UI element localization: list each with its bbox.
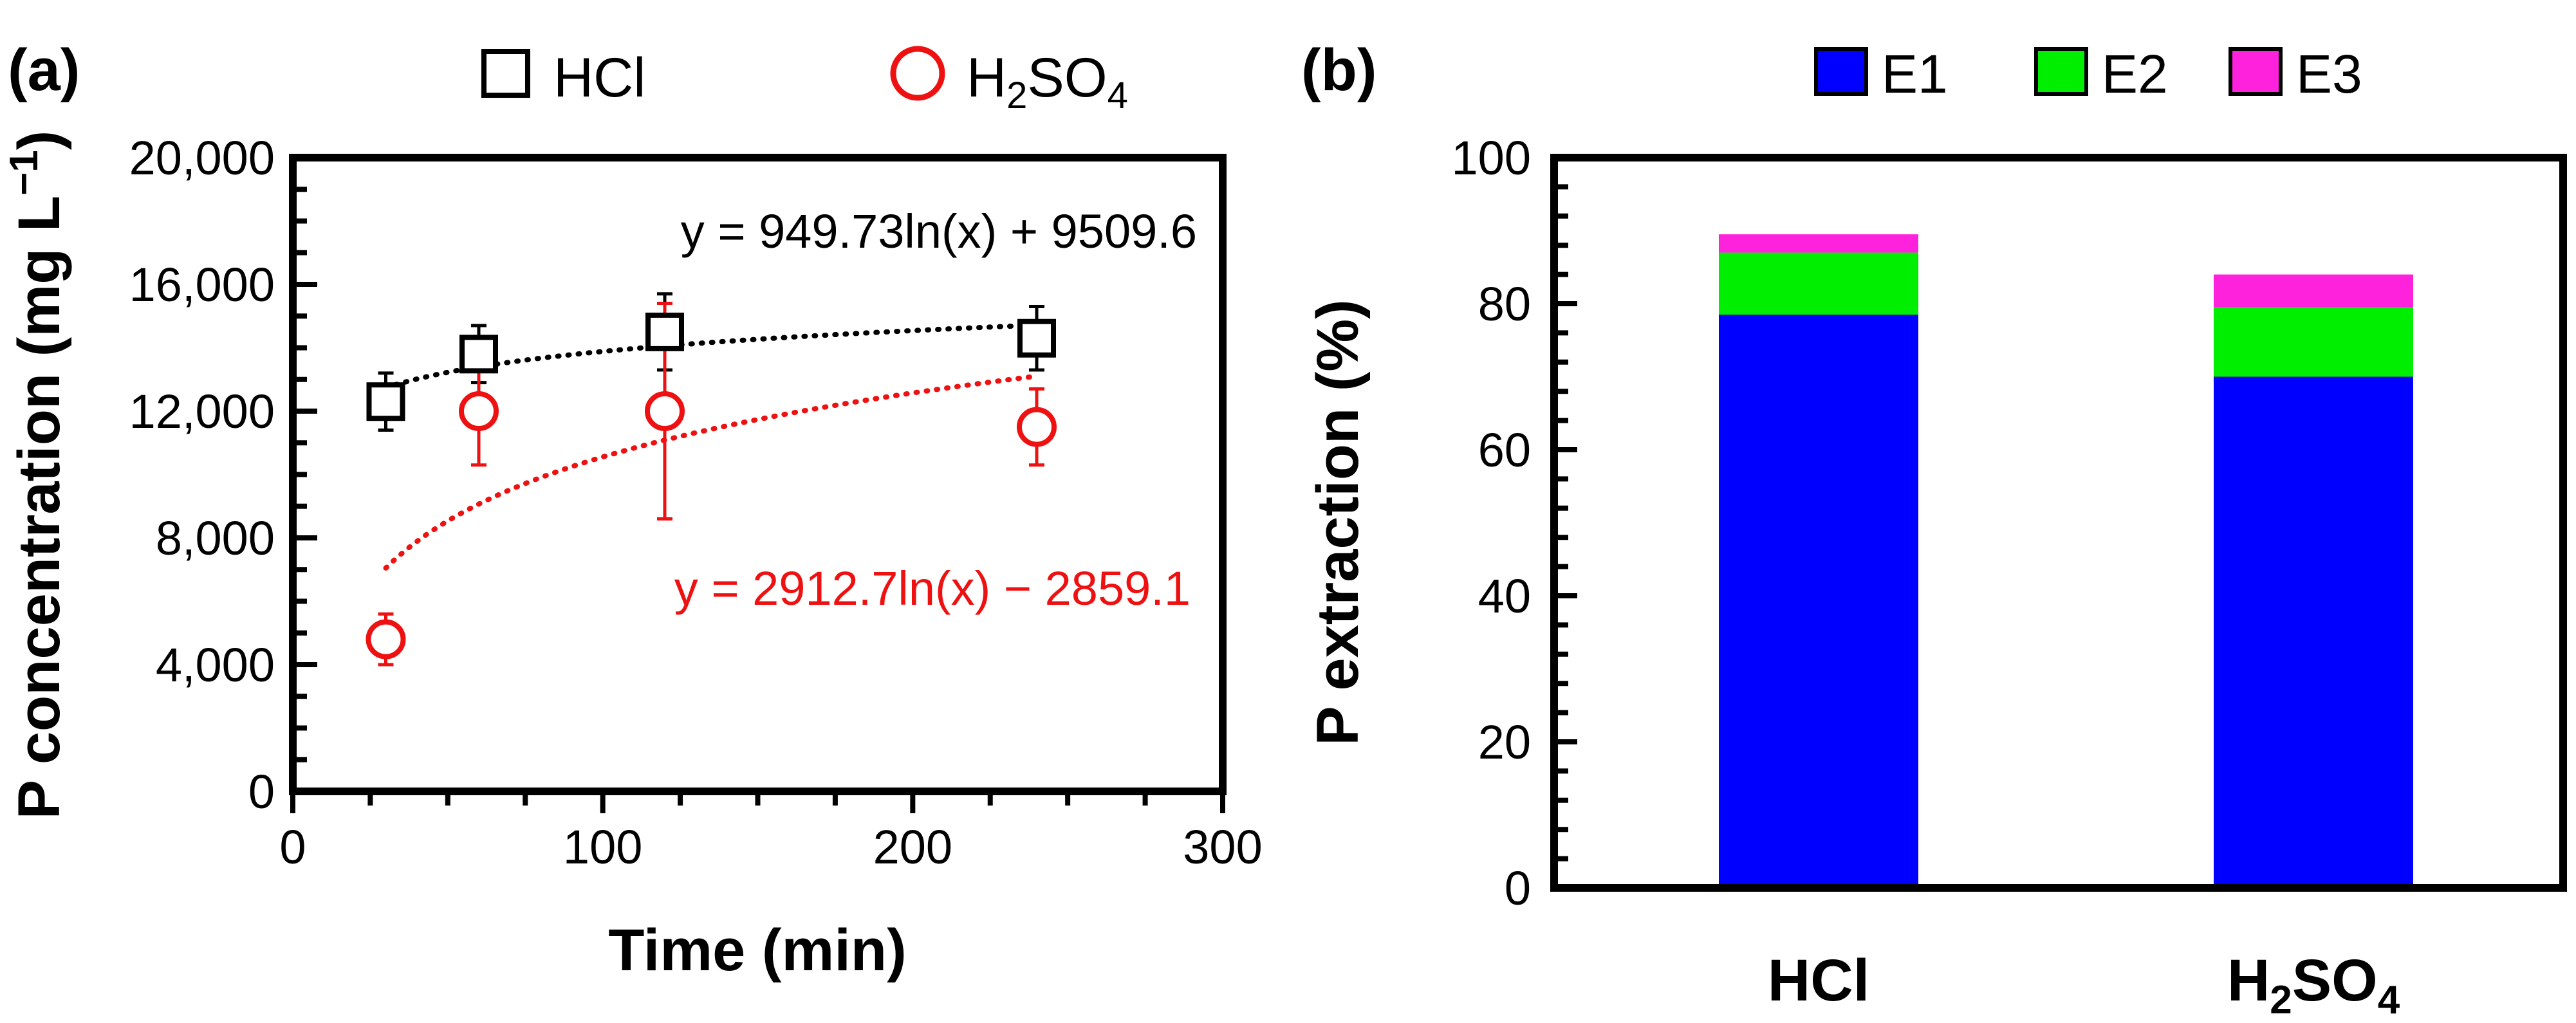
legend-swatch-e3 [2229, 47, 2283, 96]
legend-label-e3: E3 [2296, 44, 2362, 104]
legend-label-e1: E1 [1882, 44, 1948, 104]
panel-b-bars [1719, 234, 2413, 888]
point-h2so4 [366, 619, 406, 659]
panel-a-x-axis-label: Time (min) [608, 917, 906, 983]
y-tick-label: 20 [1478, 715, 1531, 769]
point-h2so4 [1017, 407, 1057, 447]
point-h2so4 [459, 391, 499, 431]
x-tick-label: 300 [1183, 820, 1262, 874]
panel-a-y-axis-label: P concentration (mg L−1) [2, 131, 72, 820]
panel-a-y-tick-labels: 0 4,000 8,000 12,000 16,000 20,000 [129, 131, 275, 818]
point-hcl [366, 382, 405, 421]
point-h2so4 [645, 391, 685, 431]
y-tick-label: 16,000 [129, 258, 275, 311]
point-hcl [1017, 318, 1056, 358]
panel-b-category-labels: HCl H2SO4 [1768, 948, 2400, 1022]
bar-e3-h2so4 [2214, 274, 2413, 308]
y-tick-label: 80 [1478, 277, 1531, 331]
legend-label-e2: E2 [2102, 44, 2168, 104]
bar-e3-hcl [1719, 234, 1918, 253]
bar-e2-hcl [1719, 252, 1918, 315]
panel-a-tick-marks [290, 155, 1225, 813]
panel-b-y-tick-labels: 0 20 40 60 80 100 [1452, 131, 1531, 915]
category-label-h2so4: H2SO4 [2227, 948, 2400, 1022]
legend-swatch-e2 [2034, 47, 2088, 96]
panel-a-label: (a) [8, 37, 80, 103]
panel-a-x-tick-labels: 0 100 200 300 [279, 820, 1262, 874]
y-tick-label: 20,000 [129, 131, 275, 185]
y-tick-label: 0 [1505, 862, 1531, 915]
y-tick-label: 100 [1452, 131, 1531, 185]
x-tick-label: 200 [873, 820, 952, 874]
y-tick-label: 0 [248, 765, 275, 818]
panel-a-legend: HCl H2SO4 [481, 46, 1128, 116]
panel-b-label: (b) [1301, 37, 1376, 103]
h2so4-fit-equation: y = 2912.7ln(x) − 2859.1 [674, 562, 1191, 615]
y-tick-label: 60 [1478, 423, 1531, 477]
y-tick-label: 4,000 [156, 638, 275, 692]
legend-hcl-label: HCl [553, 47, 645, 109]
bar-e1-h2so4 [2214, 376, 2413, 888]
category-label-hcl: HCl [1768, 948, 1869, 1013]
bar-e2-h2so4 [2214, 307, 2413, 377]
panel-b-stacked-bar-chart: (b) E1 E2 E3 0 20 40 60 80 100 HCl H2SO4 P extra… [1301, 37, 2567, 1022]
legend-h2so4-circle-marker [890, 46, 945, 101]
legend-h2so4-label: H2SO4 [967, 47, 1128, 116]
panel-b-tick-marks [1554, 155, 1577, 890]
bar-e1-hcl [1719, 315, 1918, 888]
point-hcl [459, 335, 498, 374]
panel-b-y-axis-label: P extraction (%) [1305, 299, 1371, 746]
point-hcl [645, 312, 684, 351]
panel-b-plot-frame [1550, 154, 2567, 892]
legend-hcl-square-marker [481, 49, 530, 98]
y-tick-label: 40 [1478, 569, 1531, 623]
panel-a-scatter-chart: (a) HCl H2SO4 0 4,000 8,000 12,000 16,000 20,… [2, 37, 1263, 983]
y-tick-label: 12,000 [129, 385, 275, 438]
panel-a-data-points [366, 312, 1057, 659]
y-tick-label: 8,000 [156, 512, 275, 565]
x-tick-label: 0 [279, 820, 306, 874]
legend-swatch-e1 [1814, 47, 1868, 96]
trendline-h2so4 [383, 373, 1039, 571]
hcl-fit-equation: y = 949.73ln(x) + 9509.6 [681, 205, 1197, 258]
x-tick-label: 100 [563, 820, 642, 874]
panel-b-legend: E1 E2 E3 [1814, 44, 2362, 104]
